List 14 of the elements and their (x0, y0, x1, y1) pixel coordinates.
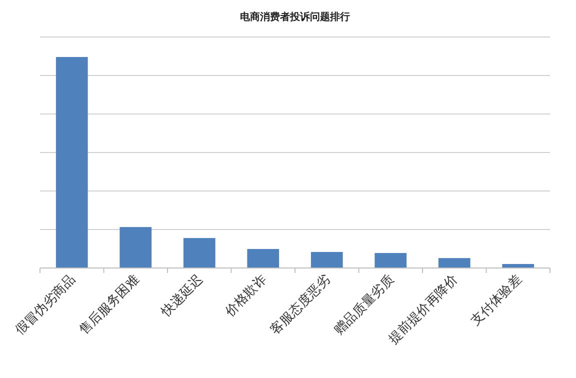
bar (183, 238, 216, 268)
bar (438, 258, 470, 268)
x-tick-label: 客服态度恶劣 (267, 272, 334, 338)
chart-title: 电商消费者投诉问题排行 (240, 11, 350, 23)
x-tick-label: 售后服务困难 (76, 272, 142, 338)
bar (310, 252, 343, 268)
bar (120, 227, 152, 268)
bar (247, 249, 280, 268)
x-tick-label: 快递延迟 (158, 272, 206, 320)
x-tick-label: 支付体验差 (468, 272, 525, 329)
bar (374, 253, 407, 268)
x-tick-label: 假冒伪劣商品 (12, 272, 79, 338)
x-tick-label: 价格欺诈 (222, 272, 270, 320)
bar (56, 57, 88, 268)
